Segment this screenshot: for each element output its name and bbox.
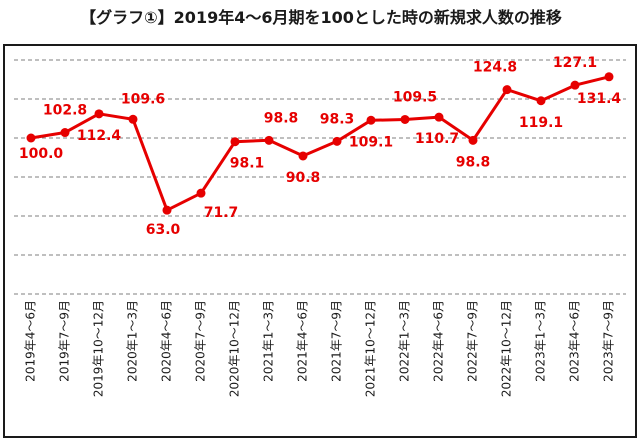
data-label: 109.6 [121,91,165,107]
x-tick-label: 2019年10～12月 [92,300,106,397]
data-label: 119.1 [519,115,563,131]
data-point [94,109,104,119]
data-point [196,188,206,198]
x-tick-label: 2023年7～9月 [602,300,616,382]
data-label: 109.1 [349,134,393,150]
x-tick-label: 2021年10～12月 [364,300,378,397]
data-label: 124.8 [473,60,517,76]
data-point [400,114,410,124]
data-label: 102.8 [43,103,87,119]
data-label: 112.4 [77,128,122,144]
data-point [502,85,512,95]
data-label: 100.0 [19,146,64,162]
x-tick-label: 2019年4～6月 [24,300,38,382]
x-tick-label: 2023年1～3月 [534,300,548,382]
x-tick-label: 2021年4～6月 [296,300,310,382]
data-point [60,128,70,138]
data-point [604,72,614,82]
x-tick-label: 2019年7～9月 [58,300,72,382]
data-label: 109.5 [393,89,437,105]
chart-frame [3,44,637,438]
data-label: 98.8 [264,110,299,126]
data-label: 63.0 [146,222,181,238]
data-point [162,205,172,215]
data-label: 98.3 [320,111,355,127]
x-tick-label: 2022年4～6月 [432,300,446,382]
data-point [26,133,36,143]
series-line [30,75,610,212]
data-label: 98.8 [456,154,491,170]
data-point [264,135,274,145]
data-point [366,115,376,125]
data-point [298,151,308,161]
x-tick-label: 2020年1～3月 [126,300,140,382]
data-point [434,112,444,122]
data-label: 131.4 [577,91,622,107]
data-label: 110.7 [415,131,459,147]
x-tick-label: 2020年10～12月 [228,300,242,397]
data-point [230,137,240,147]
x-tick-label: 2022年1～3月 [398,300,412,382]
data-point [332,136,342,146]
data-point [128,114,138,124]
data-label: 71.7 [204,205,239,221]
data-label: 127.1 [553,55,597,71]
data-label: 98.1 [230,156,265,172]
data-point [570,80,580,90]
data-point [468,135,478,145]
x-tick-label: 2020年4～6月 [160,300,174,382]
x-tick-label: 2022年7～9月 [466,300,480,382]
x-tick-label: 2020年7～9月 [194,300,208,382]
data-point [536,96,546,106]
x-tick-label: 2021年1～3月 [262,300,276,382]
x-tick-label: 2021年7～9月 [330,300,344,382]
x-tick-label: 2022年10～12月 [500,300,514,397]
data-label: 90.8 [286,170,321,186]
chart-title: 【グラフ①】2019年4～6月期を100とした時の新規求人数の推移 [80,8,562,27]
x-tick-label: 2023年4～6月 [568,300,582,382]
